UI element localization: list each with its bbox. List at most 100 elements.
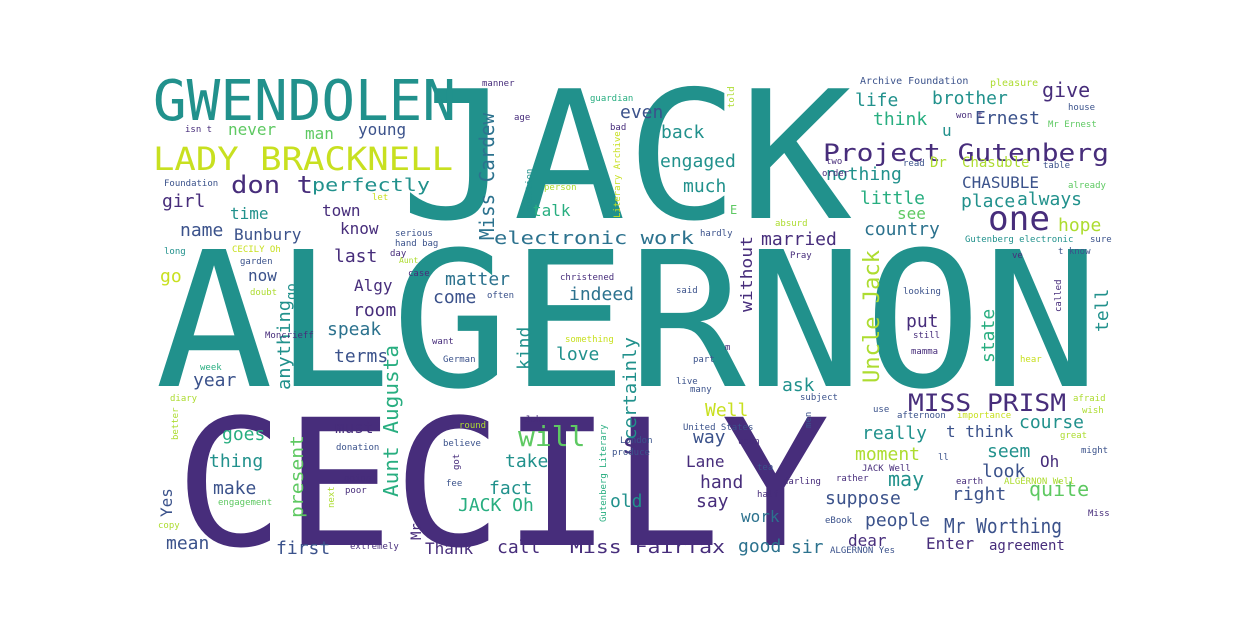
word-hardly: hardly [700,229,733,239]
word-think: think [873,109,927,130]
word-go-vert: go [284,283,300,300]
word-algernon: ALGERNON [155,212,1100,431]
word-aunt-augusta: Aunt Augusta [379,345,403,497]
word-often: often [487,291,514,301]
word-jack-well: JACK Well [862,464,911,474]
word-mamma: mamma [911,347,938,357]
word-married: married [761,229,837,250]
word-age: age [514,113,530,123]
word-go: go [160,266,182,287]
word-country: country [864,219,940,240]
word-sir: sir [791,537,824,558]
word-see: see [897,204,926,223]
word-london: London [620,436,653,446]
word-may: may [888,467,924,491]
word-wish: wish [1082,406,1104,416]
word-e: E [730,203,737,217]
word-time: time [230,204,269,223]
word-ask: ask [782,375,815,396]
word-donation: donation [336,443,379,453]
word-really: really [862,423,927,444]
word-going: going [344,474,371,484]
word-gutenberg-electronic: Gutenberg electronic [965,235,1073,245]
word-christened: christened [560,273,614,283]
word-town: town [322,201,361,220]
word-rather: rather [836,474,869,484]
word-dear: dear [848,531,887,550]
word-lady-bracknell: LADY BRACKNELL [153,140,453,178]
word-quite: quite [1029,477,1089,501]
word-order: order [822,169,850,179]
word-ll: ll [938,453,949,463]
word-never: never [228,120,277,139]
word-take: take [505,451,548,472]
word-day: day [390,249,407,259]
word-yes: Yes [157,488,176,517]
word-miss: Miss [1088,509,1110,519]
word-present: present [287,435,308,518]
word-s: s [622,427,639,460]
word-literary-archive: Literary Archive [613,131,623,218]
word-well: Well [705,400,748,421]
word-copy: copy [158,521,180,531]
word-say: say [696,491,729,512]
word-love: love [556,344,599,365]
word-tell: tell [1092,289,1113,332]
word-guardian: guardian [590,94,633,104]
word-house: house [1068,103,1095,113]
word-part: part [693,355,715,365]
word-better: better [171,407,181,440]
word-last: last [334,246,377,267]
word-men: men [804,412,814,428]
word-indeed: indeed [569,284,634,305]
word-algernon-yes: ALGERNON Yes [830,546,895,556]
word-thing: thing [209,451,263,472]
word-talk: talk [532,201,571,220]
word-people: people [865,510,930,531]
word-young: young [358,120,406,139]
word-dr: Dr [930,155,947,171]
word-course: course [1019,412,1084,433]
word-certainly: certainly [620,337,641,440]
word-kind: kind [514,327,535,370]
word-still: still [913,331,940,341]
word-round: round [459,421,486,431]
word-ernest: Ernest [975,108,1040,129]
word-want: want [432,337,454,347]
word-archive-foundation: Archive Foundation [860,76,968,87]
word-german: German [443,355,476,365]
word-something: something [565,335,614,345]
word-table: table [1043,161,1070,171]
word-earth: earth [956,477,983,487]
word-live: live [676,377,698,387]
word-question: question [525,169,535,212]
word-manner: manner [482,79,515,89]
word-old: old [610,491,643,512]
word-hand-bag: hand bag [395,239,438,249]
word-serious: serious [395,229,433,239]
word-perfectly: perfectly [312,175,430,196]
word-seem: seem [987,441,1030,462]
word-week: week [200,363,222,373]
word-said: said [676,286,698,296]
word-algy: Algy [354,276,393,295]
word-hear: hear [1020,355,1042,365]
word-tea: tea [757,463,773,473]
word-oh: Oh [1040,452,1059,471]
word-called: called [1054,279,1064,312]
word-now: now [248,266,277,285]
word-miss-fairfax: Miss Fairfax [570,537,725,558]
word-afternoon: afternoon [897,411,946,421]
word-might: might [1081,446,1108,456]
word-always: always [1017,189,1082,210]
word-make: make [213,478,256,499]
word-person: person [544,183,577,193]
word-diary: diary [170,394,198,404]
word-fee: fee [446,479,462,489]
word-moment: moment [855,444,920,465]
word-one: one [988,199,1050,239]
word-aunt: Aunt [399,256,418,265]
word-terms: terms [334,346,388,367]
word-work: work [741,507,780,526]
